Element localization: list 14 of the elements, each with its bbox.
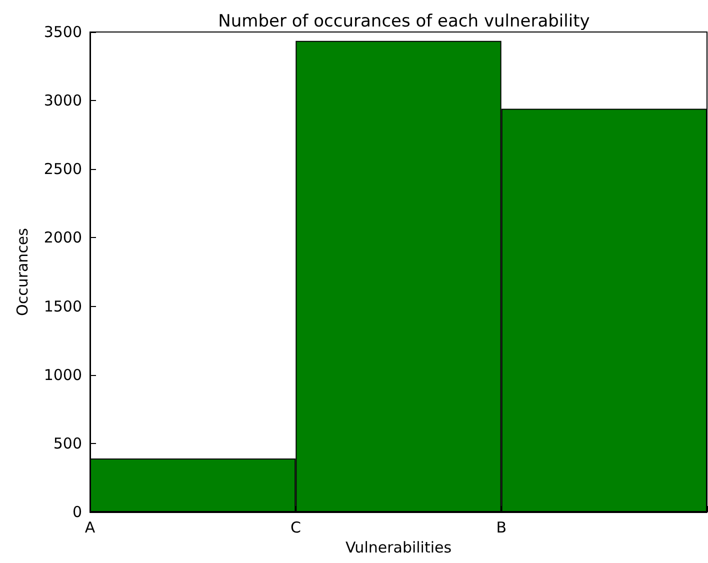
y-tick-label: 0 [72, 503, 82, 521]
y-tick-label: 1000 [44, 366, 82, 384]
x-tick-label: A [84, 518, 96, 536]
y-axis-title: Occurances [14, 228, 32, 316]
y-tick-label: 2500 [44, 160, 82, 178]
y-tick-label: 3000 [44, 92, 82, 110]
chart-title: Number of occurances of each vulnerability [218, 12, 590, 32]
x-tick-label: B [496, 518, 506, 536]
x-tick-label: C [290, 518, 301, 536]
y-tick-label: 3500 [44, 23, 82, 41]
y-tick-label: 1500 [44, 297, 82, 316]
x-axis-title: Vulnerabilities [345, 538, 452, 556]
y-tick-label: 500 [53, 434, 82, 452]
y-tick-label: 2000 [44, 228, 82, 247]
